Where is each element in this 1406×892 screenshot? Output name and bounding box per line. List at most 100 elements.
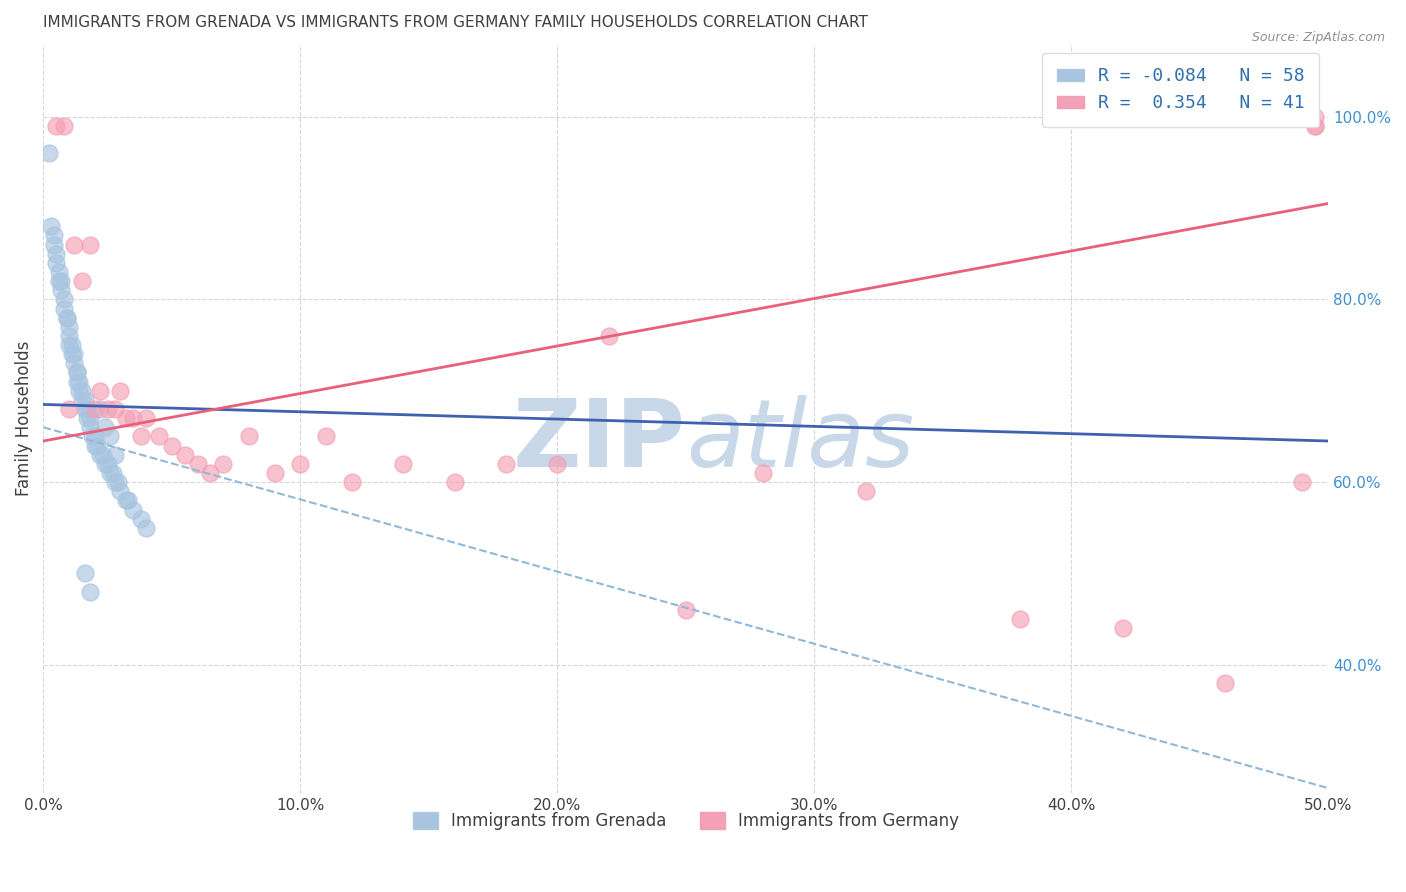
- Point: [101, 466, 124, 480]
- Point: [107, 475, 129, 489]
- Point: [392, 457, 415, 471]
- Point: [83, 429, 105, 443]
- Point: [66, 375, 89, 389]
- Point: [89, 384, 111, 398]
- Point: [73, 402, 96, 417]
- Point: [55, 310, 77, 325]
- Point: [97, 457, 120, 471]
- Point: [135, 411, 157, 425]
- Point: [70, 392, 93, 407]
- Point: [52, 119, 75, 133]
- Point: [83, 402, 105, 417]
- Point: [89, 448, 111, 462]
- Point: [48, 265, 70, 279]
- Point: [73, 566, 96, 581]
- Point: [91, 448, 114, 462]
- Point: [598, 329, 620, 343]
- Point: [1008, 612, 1031, 626]
- Point: [58, 402, 80, 417]
- Point: [79, 411, 101, 425]
- Point: [129, 511, 152, 525]
- Point: [70, 384, 93, 398]
- Point: [58, 329, 80, 343]
- Text: ZIP: ZIP: [513, 394, 686, 487]
- Y-axis label: Family Households: Family Households: [15, 341, 32, 496]
- Point: [79, 237, 101, 252]
- Point: [42, 237, 65, 252]
- Text: atlas: atlas: [686, 395, 914, 486]
- Point: [70, 274, 93, 288]
- Legend: Immigrants from Grenada, Immigrants from Germany: Immigrants from Grenada, Immigrants from…: [406, 805, 966, 837]
- Text: IMMIGRANTS FROM GRENADA VS IMMIGRANTS FROM GERMANY FAMILY HOUSEHOLDS CORRELATION: IMMIGRANTS FROM GRENADA VS IMMIGRANTS FR…: [44, 15, 869, 30]
- Point: [82, 429, 104, 443]
- Point: [48, 274, 70, 288]
- Point: [443, 475, 465, 489]
- Point: [173, 448, 195, 462]
- Point: [290, 457, 312, 471]
- Point: [89, 402, 111, 417]
- Point: [66, 366, 89, 380]
- Point: [98, 429, 121, 443]
- Point: [86, 439, 108, 453]
- Point: [42, 228, 65, 243]
- Point: [51, 283, 73, 297]
- Point: [51, 274, 73, 288]
- Point: [97, 402, 120, 417]
- Point: [52, 293, 75, 307]
- Point: [263, 466, 285, 480]
- Point: [1111, 621, 1133, 635]
- Point: [67, 384, 90, 398]
- Point: [67, 375, 90, 389]
- Point: [110, 484, 132, 499]
- Point: [60, 347, 83, 361]
- Point: [104, 402, 127, 417]
- Point: [63, 347, 86, 361]
- Point: [546, 457, 568, 471]
- Point: [675, 603, 697, 617]
- Point: [1303, 110, 1326, 124]
- Point: [148, 429, 170, 443]
- Point: [752, 466, 775, 480]
- Point: [187, 457, 209, 471]
- Point: [855, 484, 877, 499]
- Point: [122, 411, 145, 425]
- Point: [1303, 119, 1326, 133]
- Point: [63, 356, 86, 370]
- Point: [135, 521, 157, 535]
- Point: [212, 457, 235, 471]
- Point: [495, 457, 517, 471]
- Point: [45, 246, 67, 260]
- Point: [76, 411, 98, 425]
- Point: [58, 319, 80, 334]
- Point: [39, 219, 62, 234]
- Point: [55, 310, 77, 325]
- Point: [98, 466, 121, 480]
- Point: [79, 584, 101, 599]
- Point: [110, 384, 132, 398]
- Point: [340, 475, 363, 489]
- Point: [114, 493, 136, 508]
- Point: [129, 429, 152, 443]
- Point: [63, 237, 86, 252]
- Point: [104, 475, 127, 489]
- Point: [76, 402, 98, 417]
- Point: [73, 392, 96, 407]
- Point: [117, 493, 139, 508]
- Point: [1303, 119, 1326, 133]
- Point: [83, 439, 105, 453]
- Point: [60, 338, 83, 352]
- Point: [315, 429, 337, 443]
- Point: [94, 420, 117, 434]
- Point: [45, 256, 67, 270]
- Point: [1215, 676, 1237, 690]
- Point: [66, 366, 89, 380]
- Point: [79, 420, 101, 434]
- Point: [1291, 475, 1313, 489]
- Point: [238, 429, 260, 443]
- Point: [45, 119, 67, 133]
- Point: [94, 457, 117, 471]
- Point: [200, 466, 222, 480]
- Point: [52, 301, 75, 316]
- Point: [58, 338, 80, 352]
- Point: [104, 448, 127, 462]
